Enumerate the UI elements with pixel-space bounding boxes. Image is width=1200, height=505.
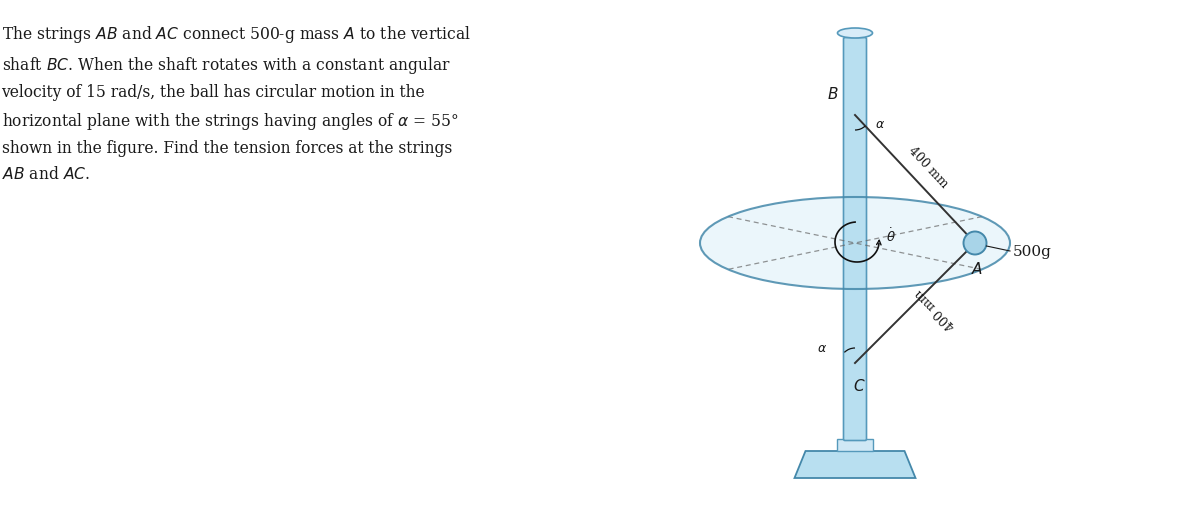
- Text: 400 mm: 400 mm: [906, 144, 950, 190]
- Text: $B$: $B$: [827, 86, 839, 102]
- Ellipse shape: [700, 197, 1010, 289]
- Text: $\dot{\theta}$: $\dot{\theta}$: [886, 227, 896, 244]
- Text: $A$: $A$: [971, 261, 983, 276]
- Ellipse shape: [838, 29, 872, 39]
- Text: $C$: $C$: [853, 377, 865, 393]
- Text: The strings $\mathit{AB}$ and $\mathit{AC}$ connect 500-g mass $\mathit{A}$ to t: The strings $\mathit{AB}$ and $\mathit{A…: [1, 24, 470, 182]
- Text: 500g: 500g: [1013, 244, 1052, 259]
- Text: 400 mm: 400 mm: [912, 286, 958, 331]
- Bar: [838, 439, 874, 451]
- FancyBboxPatch shape: [844, 38, 866, 441]
- Text: $\alpha$: $\alpha$: [817, 342, 827, 355]
- Circle shape: [964, 232, 986, 255]
- Text: $\alpha$: $\alpha$: [875, 117, 886, 130]
- Polygon shape: [794, 451, 916, 478]
